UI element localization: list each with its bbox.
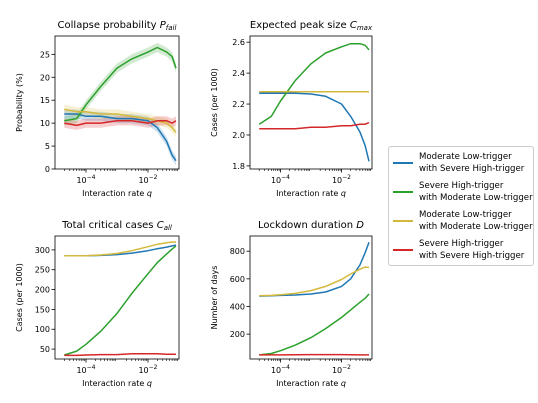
legend-swatch-yellow	[393, 220, 413, 222]
y-tick-label: 100	[35, 325, 50, 334]
series-line-2	[258, 42, 370, 125]
y-tick-label: 2.6	[232, 38, 245, 47]
series-line-2	[259, 293, 370, 356]
axes-frame	[54, 235, 180, 360]
panel-4: 10−4 10−2 200 400 600 800 Interaction rate q Nu…	[210, 220, 373, 388]
panel-title: Total critical cases Call	[61, 220, 172, 232]
series-line-1	[259, 241, 370, 297]
legend-swatch-green	[393, 191, 413, 193]
x-tick-label: 10−2	[138, 364, 157, 375]
y-tick-label: 5	[45, 142, 50, 151]
y-axis-label: Probability (%)	[15, 73, 24, 132]
x-tick-label: 10−2	[332, 364, 351, 375]
y-tick-label: 250	[35, 266, 50, 275]
x-tick-label: 10−2	[332, 174, 351, 185]
x-tick-label: 10−4	[76, 364, 95, 375]
y-tick-label: 600	[230, 275, 245, 284]
panel-title: Collapse probability Pfail	[58, 20, 177, 32]
y-tick-label: 50	[40, 345, 50, 354]
series-line-1	[64, 244, 177, 257]
series-band-4	[64, 116, 176, 130]
x-axis-label: Interaction rate q	[276, 189, 346, 198]
y-tick-label: 20	[40, 73, 50, 82]
series-line-1	[64, 113, 177, 162]
legend: Moderate Low-trigger with Severe High-tri…	[388, 146, 534, 266]
series-line-3	[64, 108, 177, 133]
y-tick-label: 150	[35, 305, 50, 314]
series-line-4	[259, 121, 370, 130]
y-tick-label: 2.2	[232, 100, 245, 109]
y-tick-label: 400	[230, 302, 245, 311]
series-line-2	[64, 245, 177, 356]
y-tick-label: 2.4	[232, 69, 245, 78]
panel-title: Lockdown duration D	[258, 220, 364, 231]
axes-frame	[249, 235, 373, 360]
series-line-1	[259, 92, 370, 162]
legend-label: Severe High-trigger with Moderate Low-tri…	[419, 181, 533, 203]
y-tick-label: 10	[40, 119, 50, 128]
legend-label: Moderate Low-trigger with Severe High-tri…	[419, 152, 525, 174]
series-line-2	[64, 46, 177, 122]
y-tick-label: 25	[40, 50, 50, 59]
x-tick-label: 10−2	[138, 174, 157, 185]
legend-swatch-red	[393, 249, 413, 251]
y-tick-label: 200	[35, 286, 50, 295]
axes-frame	[54, 35, 180, 170]
panel-1: 10−4 10−2 0 5 10 15 20 25 Interaction rate q Prob…	[15, 20, 180, 198]
x-axis-label: Interaction rate q	[82, 379, 152, 388]
y-tick-label: 800	[230, 247, 245, 256]
series-line-3	[64, 241, 176, 257]
legend-item-severe-high-severe-high: Severe High-trigger with Severe High-trig…	[393, 236, 533, 264]
legend-label: Severe High-trigger with Severe High-trig…	[419, 239, 525, 261]
legend-swatch-blue	[393, 162, 413, 164]
x-axis-label: Interaction rate q	[82, 189, 152, 198]
x-tick-label: 10−4	[76, 174, 95, 185]
y-tick-label: 300	[35, 246, 50, 255]
x-axis-label: Interaction rate q	[276, 379, 346, 388]
legend-item-severe-high-moderate-low: Severe High-trigger with Moderate Low-tri…	[393, 178, 533, 206]
x-tick-label: 10−4	[271, 364, 290, 375]
panel-title: Expected peak size Cmax	[250, 20, 373, 32]
panel-2: 10−4 10−2 1.8 2.0 2.2 2.4 2.6 Interaction rate …	[210, 20, 373, 198]
legend-item-moderate-low-moderate-low: Moderate Low-trigger with Moderate Low-tr…	[393, 207, 533, 235]
y-axis-label: Cases (per 1000)	[210, 68, 219, 137]
y-tick-label: 0	[45, 165, 50, 174]
y-tick-label: 2.0	[232, 131, 245, 140]
series-line-4	[64, 120, 177, 127]
legend-item-moderate-low-severe-high: Moderate Low-trigger with Severe High-tri…	[393, 149, 533, 177]
x-tick-label: 10−4	[271, 174, 290, 185]
panel-3: 10−4 10−2 50 100 150 200 250 300 Interaction rat…	[15, 220, 180, 388]
y-axis-label: Cases (per 1000)	[15, 263, 24, 332]
series-line-3	[259, 266, 370, 297]
series-line-4	[64, 353, 176, 357]
y-tick-label: 200	[230, 330, 245, 339]
y-tick-label: 15	[40, 96, 50, 105]
y-tick-label: 1.8	[232, 162, 245, 171]
axes-frame	[249, 35, 373, 170]
legend-label: Moderate Low-trigger with Moderate Low-tr…	[419, 210, 533, 232]
y-axis-label: Number of days	[210, 266, 219, 330]
